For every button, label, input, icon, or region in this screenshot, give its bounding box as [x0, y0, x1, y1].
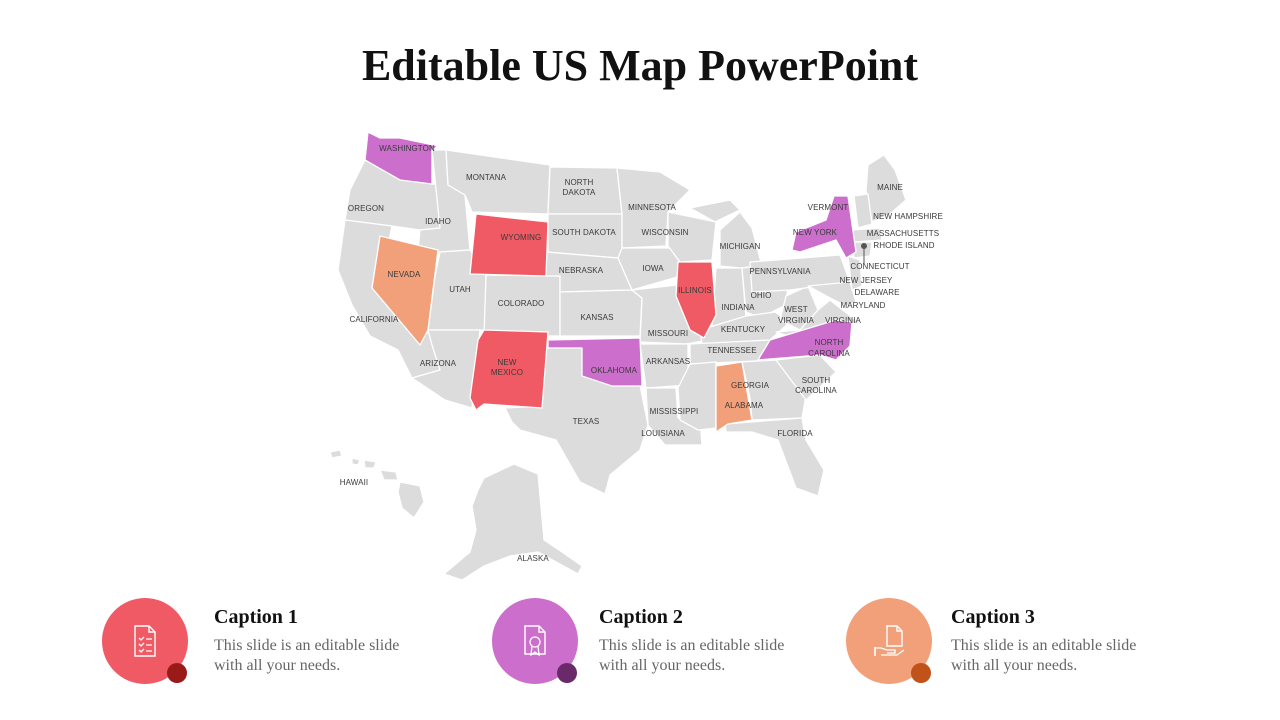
label-tennessee: TENNESSEE	[707, 346, 756, 355]
label-idaho: IDAHO	[425, 217, 451, 226]
map-labels: WASHINGTON OREGON CALIFORNIA NEVADA IDAH…	[340, 144, 943, 563]
state-new-york	[791, 195, 857, 259]
label-south-dakota: SOUTH DAKOTA	[552, 228, 616, 237]
state-louisiana	[645, 387, 703, 446]
label-georgia: GEORGIA	[731, 381, 770, 390]
caption-2-title: Caption 2	[599, 606, 683, 628]
state-new-hampshire	[853, 193, 873, 229]
label-maine: MAINE	[877, 183, 903, 192]
state-wyoming	[469, 213, 549, 277]
label-north-carolina-line2: CAROLINA	[808, 349, 850, 358]
caption-3-text: This slide is an editable slide with all…	[951, 637, 1137, 674]
state-alabama	[715, 361, 753, 433]
state-illinois	[675, 261, 717, 339]
state-mississippi	[677, 361, 717, 431]
label-north-dakota-line2: DAKOTA	[563, 188, 596, 197]
label-louisiana: LOUISIANA	[641, 429, 685, 438]
state-michigan-upper	[689, 199, 741, 223]
label-new-york: NEW YORK	[793, 228, 838, 237]
label-north-carolina-line1: NORTH	[815, 338, 844, 347]
label-arizona: ARIZONA	[420, 359, 457, 368]
label-minnesota: MINNESOTA	[628, 203, 676, 212]
label-oregon: OREGON	[348, 204, 384, 213]
checklist-document-icon	[134, 625, 156, 657]
label-iowa: IOWA	[642, 264, 664, 273]
state-florida	[724, 417, 825, 497]
label-alabama: ALABAMA	[725, 401, 764, 410]
state-alaska	[443, 463, 583, 581]
state-iowa	[617, 247, 685, 291]
caption-1-title: Caption 1	[214, 606, 298, 628]
label-connecticut: CONNECTICUT	[850, 262, 909, 271]
label-indiana: INDIANA	[721, 303, 755, 312]
label-missouri: MISSOURI	[648, 329, 688, 338]
state-north-carolina	[757, 319, 853, 361]
caption-3-dot	[911, 663, 931, 683]
state-minnesota	[616, 167, 691, 249]
state-michigan	[719, 211, 763, 269]
label-hawaii: HAWAII	[340, 478, 368, 487]
state-wisconsin	[667, 211, 717, 263]
hand-document-icon	[874, 625, 905, 656]
label-illinois: ILLINOIS	[678, 286, 712, 295]
caption-2-text: This slide is an editable slide with all…	[599, 637, 785, 674]
state-new-mexico	[469, 329, 549, 411]
label-new-mexico-line1: NEW	[498, 358, 517, 367]
caption-1-circle	[102, 598, 188, 684]
caption-3-title: Caption 3	[951, 606, 1035, 628]
caption-1-dot	[167, 663, 187, 683]
label-pennsylvania: PENNSYLVANIA	[749, 267, 811, 276]
label-utah: UTAH	[449, 285, 471, 294]
state-montana	[445, 149, 551, 215]
label-montana: MONTANA	[466, 173, 507, 182]
label-south-carolina-line1: SOUTH	[802, 376, 831, 385]
label-massachusetts: MASSACHUSETTS	[867, 229, 939, 238]
label-colorado: COLORADO	[498, 299, 545, 308]
label-north-dakota-line1: NORTH	[565, 178, 594, 187]
label-florida: FLORIDA	[777, 429, 813, 438]
label-washington: WASHINGTON	[379, 144, 435, 153]
label-new-jersey: NEW JERSEY	[839, 276, 893, 285]
label-virginia: VIRGINIA	[825, 316, 861, 325]
label-vermont: VERMONT	[808, 203, 849, 212]
label-maryland: MARYLAND	[840, 301, 885, 310]
label-alaska: ALASKA	[517, 554, 549, 563]
certificate-document-icon	[524, 625, 546, 657]
label-kentucky: KENTUCKY	[721, 325, 766, 334]
label-new-mexico-line2: MEXICO	[491, 368, 523, 377]
label-mississippi: MISSISSIPPI	[650, 407, 699, 416]
label-nebraska: NEBRASKA	[559, 266, 604, 275]
label-new-hampshire: NEW HAMPSHIRE	[873, 212, 943, 221]
label-west-virginia-line2: VIRGINIA	[778, 316, 814, 325]
state-oklahoma	[547, 337, 643, 387]
label-kansas: KANSAS	[580, 313, 613, 322]
state-new-jersey	[847, 255, 863, 291]
label-texas: TEXAS	[573, 417, 600, 426]
state-washington	[364, 131, 439, 185]
state-hawaii	[329, 449, 425, 519]
label-arkansas: ARKANSAS	[646, 357, 690, 366]
connecticut-pin-dot	[861, 243, 867, 249]
label-california: CALIFORNIA	[349, 315, 399, 324]
label-nevada: NEVADA	[388, 270, 421, 279]
label-michigan: MICHIGAN	[720, 242, 761, 251]
label-wisconsin: WISCONSIN	[641, 228, 688, 237]
label-rhode-island: RHODE ISLAND	[873, 241, 934, 250]
label-wyoming: WYOMING	[501, 233, 542, 242]
label-south-carolina-line2: CAROLINA	[795, 386, 837, 395]
label-delaware: DELAWARE	[854, 288, 899, 297]
label-oklahoma: OKLAHOMA	[591, 366, 638, 375]
map-highlighted-states	[364, 131, 857, 433]
caption-1-text: This slide is an editable slide with all…	[214, 637, 400, 674]
label-west-virginia-line1: WEST	[784, 305, 808, 314]
caption-2-dot	[557, 663, 577, 683]
slide-title: Editable US Map PowerPoint	[361, 41, 919, 90]
state-maryland	[807, 281, 857, 307]
label-ohio: OHIO	[751, 291, 772, 300]
state-nevada	[371, 235, 439, 346]
